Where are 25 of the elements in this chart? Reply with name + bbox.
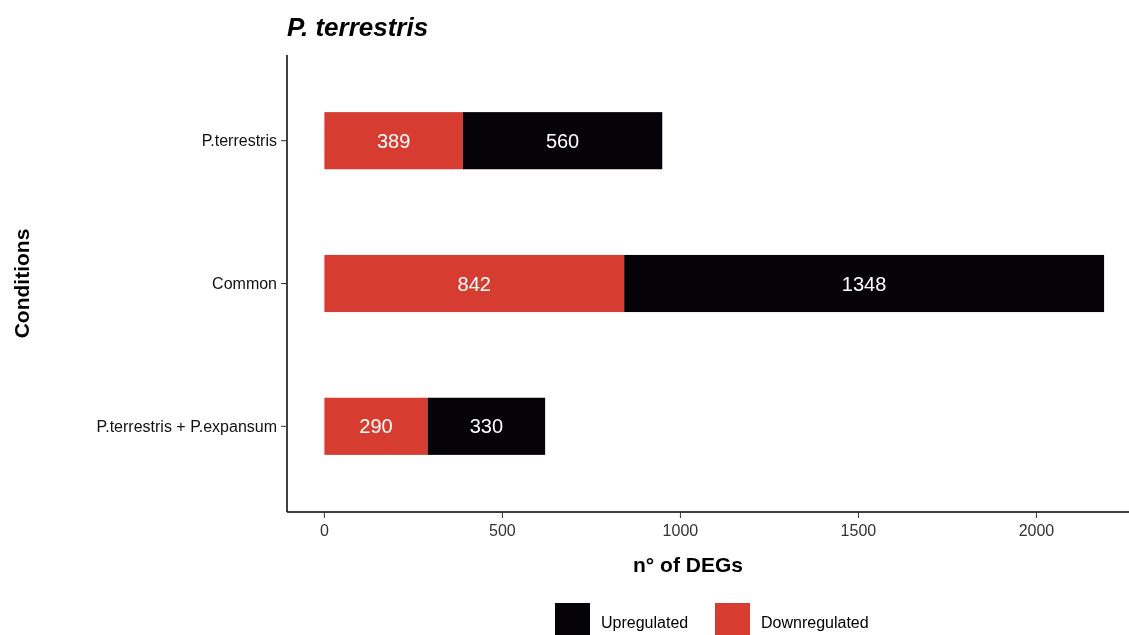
x-tick-label: 500 — [489, 522, 516, 539]
bar — [324, 112, 463, 170]
legend-label: Upregulated — [601, 614, 689, 631]
data-label: 389 — [376, 129, 411, 152]
data-label: 560 — [545, 129, 580, 152]
bar — [462, 112, 663, 170]
y-tick-label: P.terrestris — [201, 132, 277, 150]
x-tick-label: 1000 — [662, 522, 699, 539]
data-label: 842 — [457, 272, 491, 295]
y-tick-label: P.terrestris + P.expansum — [96, 417, 277, 435]
x-tick-label: 2000 — [1018, 522, 1055, 539]
bar — [324, 397, 428, 455]
chart-title: P. terrestris — [287, 12, 429, 42]
bar — [427, 397, 546, 455]
y-tick-label: Common — [212, 275, 277, 293]
x-tick-label: 0 — [319, 522, 329, 539]
data-label: 1348 — [841, 272, 887, 295]
legend-label: Downregulated — [761, 614, 869, 631]
data-label: 290 — [359, 415, 393, 438]
x-tick-label: 1500 — [840, 522, 877, 539]
bar — [324, 254, 625, 313]
data-label: 330 — [469, 415, 504, 438]
bar — [624, 254, 1105, 313]
x-axis-title: n° of DEGs — [633, 553, 743, 576]
y-axis-title: Conditions — [10, 228, 33, 339]
